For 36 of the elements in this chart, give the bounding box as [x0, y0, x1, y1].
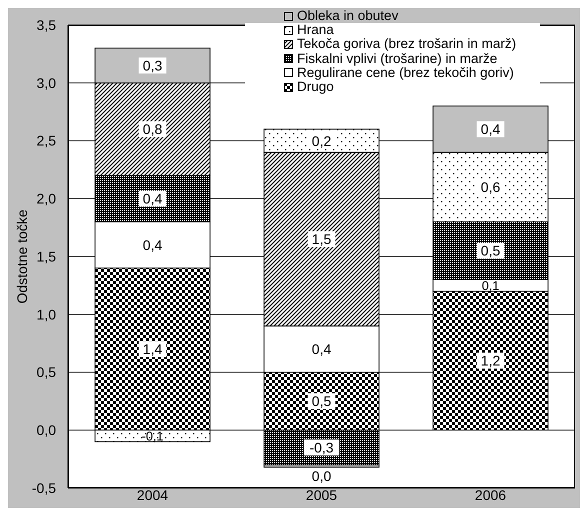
- data-label: 0,6: [480, 179, 500, 196]
- data-label: 0,3: [142, 58, 162, 74]
- y-tick-label: 0,0: [36, 422, 56, 438]
- data-label: 1,2: [480, 352, 500, 369]
- legend-label: Regulirane cene (brez tekočih goriv): [297, 64, 514, 80]
- y-tick-label: -0,5: [32, 480, 56, 496]
- y-axis-title: Odstotne točke: [14, 209, 30, 304]
- data-label: 0,0: [312, 468, 332, 484]
- legend-label: Tekoča goriva (brez trošarin in marž): [297, 36, 516, 52]
- x-tick-label: 2004: [136, 486, 168, 503]
- y-tick-label: 3,0: [36, 74, 56, 91]
- y-tick-label: 1,0: [36, 306, 56, 322]
- y-tick-label: 2,0: [36, 190, 56, 207]
- data-label: 0,5: [480, 242, 500, 259]
- y-tick-label: 3,5: [36, 16, 56, 33]
- data-label: 0,4: [312, 341, 332, 358]
- data-label: 1,4: [142, 341, 162, 358]
- data-label: 0,5: [312, 393, 332, 410]
- legend-label: Drugo: [297, 79, 334, 94]
- data-label: 0,4: [142, 190, 162, 207]
- y-tick-label: 0,5: [36, 364, 56, 380]
- y-tick-label: 1,5: [36, 248, 56, 264]
- legend-label: Obleka in obutev: [297, 8, 398, 24]
- legend-label: Hrana: [297, 22, 334, 38]
- y-tick-label: 2,5: [36, 132, 56, 149]
- data-label: 0,8: [142, 121, 162, 138]
- data-label: -0,3: [309, 439, 334, 456]
- data-label: 0,2: [312, 132, 332, 149]
- x-tick-label: 2005: [306, 486, 338, 503]
- data-label: 0,4: [142, 236, 162, 253]
- data-label: 0,4: [480, 121, 500, 138]
- data-label: 1,5: [312, 231, 332, 248]
- data-label: -0,1: [142, 428, 164, 444]
- data-label: 0,1: [482, 278, 500, 293]
- x-tick-label: 2006: [474, 486, 506, 503]
- legend-label: Fiskalni vplivi (trošarine) in marže: [297, 50, 498, 66]
